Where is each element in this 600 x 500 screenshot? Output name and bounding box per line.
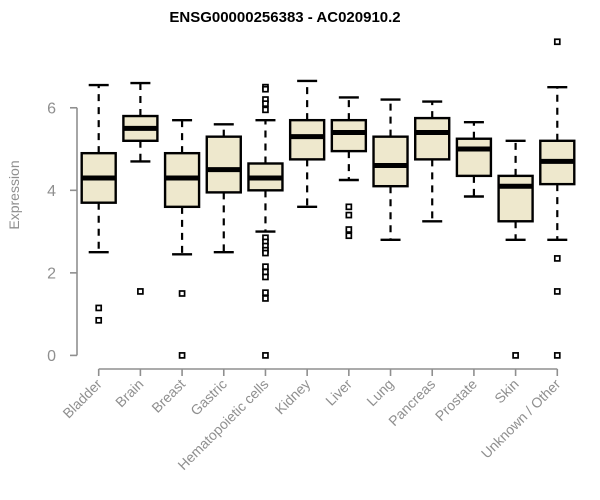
iqr-box bbox=[205, 135, 242, 194]
outlier-point bbox=[262, 352, 269, 359]
x-tick-label-skin: Skin bbox=[491, 376, 522, 407]
outlier-point bbox=[553, 288, 561, 295]
outlier-point bbox=[553, 255, 561, 262]
outlier-point bbox=[553, 38, 561, 46]
box-liver bbox=[330, 96, 368, 240]
iqr-box bbox=[497, 174, 534, 223]
outlier-point bbox=[262, 273, 269, 281]
x-tick-label-breast: Breast bbox=[148, 376, 188, 416]
y-tick-label: 0 bbox=[47, 348, 56, 365]
box-unknown-other bbox=[539, 38, 576, 359]
x-tick-label-kidney: Kidney bbox=[272, 376, 314, 418]
outlier-point bbox=[262, 100, 269, 108]
box-hematopoietic-cells bbox=[247, 83, 284, 359]
outlier-point bbox=[553, 352, 561, 359]
iqr-box bbox=[330, 118, 368, 153]
outlier-point bbox=[262, 85, 269, 93]
iqr-box bbox=[414, 116, 451, 161]
box-breast bbox=[163, 118, 201, 359]
outlier-point bbox=[345, 232, 353, 240]
outlier-point bbox=[262, 263, 269, 271]
iqr-box bbox=[288, 118, 326, 161]
chart-title: ENSG00000256383 - AC020910.2 bbox=[169, 9, 400, 26]
outlier-point bbox=[512, 352, 519, 359]
box-bladder bbox=[80, 83, 117, 324]
outlier-point bbox=[95, 316, 103, 324]
box-brain bbox=[122, 81, 159, 295]
x-tick-label-liver: Liver bbox=[322, 376, 355, 409]
x-tick-label-lung: Lung bbox=[363, 376, 396, 409]
outlier-point bbox=[262, 289, 269, 297]
box-prostate bbox=[455, 121, 493, 198]
x-tick-label-prostate: Prostate bbox=[432, 376, 480, 424]
outlier-point bbox=[178, 352, 186, 359]
y-tick-label: 2 bbox=[47, 265, 56, 282]
y-axis-title: Expression bbox=[6, 160, 22, 229]
x-tick-label-brain: Brain bbox=[112, 376, 146, 410]
box-lung bbox=[372, 98, 409, 242]
outlier-point bbox=[137, 288, 144, 295]
x-tick-label-bladder: Bladder bbox=[59, 376, 105, 422]
y-tick-label: 6 bbox=[47, 100, 56, 117]
boxes-layer bbox=[80, 38, 576, 359]
box-pancreas bbox=[414, 100, 451, 223]
outlier-point bbox=[345, 226, 353, 233]
outlier-point bbox=[262, 106, 269, 114]
iqr-box bbox=[455, 137, 493, 178]
outlier-point bbox=[345, 203, 353, 211]
outlier-point bbox=[178, 290, 186, 297]
box-skin bbox=[497, 139, 534, 359]
box-kidney bbox=[288, 79, 326, 209]
y-tick-label: 4 bbox=[47, 183, 56, 200]
outlier-point bbox=[262, 295, 269, 302]
outlier-point bbox=[345, 211, 353, 219]
x-tick-label-unknown-other: Unknown / Other bbox=[478, 376, 564, 462]
iqr-box bbox=[372, 135, 409, 188]
box-gastric bbox=[205, 123, 242, 254]
outlier-point bbox=[95, 304, 103, 312]
outlier-point bbox=[262, 249, 269, 257]
